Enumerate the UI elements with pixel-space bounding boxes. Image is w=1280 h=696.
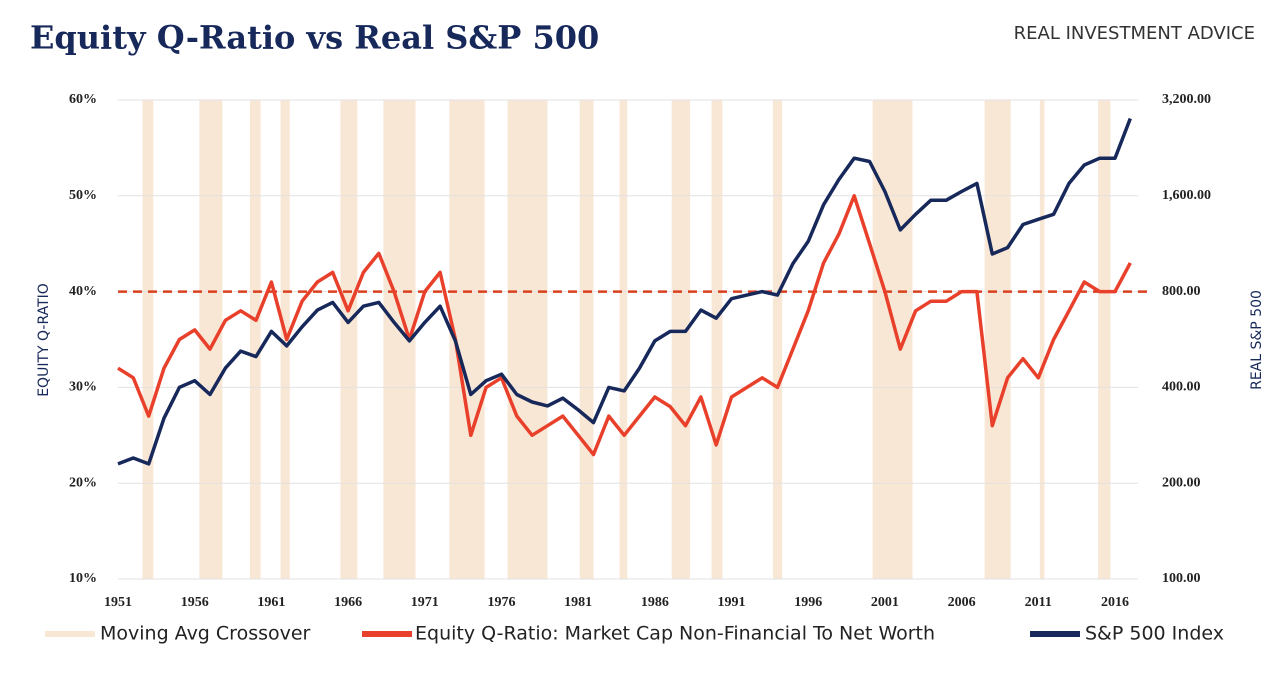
band [340,100,358,579]
x-tick-label: 1981 [564,595,592,610]
y-tick-label: 50% [69,188,97,203]
x-tick-label: 1971 [411,595,439,610]
chart-title: Equity Q-Ratio vs Real S&P 500 [30,19,599,57]
y2-axis-label: REAL S&P 500 [1249,290,1265,390]
band [772,100,783,579]
band [872,100,913,579]
x-tick-label: 1991 [718,595,746,610]
series-line [117,117,1132,466]
band [1039,100,1045,579]
band [619,100,628,579]
x-tick-label: 2016 [1101,595,1129,610]
y2-tick-label: 100.00 [1162,571,1201,586]
y-tick-label: 60% [69,92,97,107]
x-tick-label: 1961 [257,595,285,610]
x-tick-label: 1966 [334,595,362,610]
y-tick-label: 20% [69,475,97,490]
legend-swatch [1030,631,1080,637]
x-tick-label: 2001 [871,595,899,610]
x-tick-label: 2006 [948,595,976,610]
band [984,100,1011,579]
y2-tick-label: 400.00 [1162,380,1201,395]
y2-tick-label: 800.00 [1162,284,1201,299]
band [507,100,548,579]
band [249,100,261,579]
x-tick-label: 1976 [487,595,515,610]
band [711,100,723,579]
y2-tick-label: 200.00 [1162,475,1201,490]
x-tick-label: 1956 [181,595,209,610]
band [671,100,691,579]
y2-tick-label: 3,200.00 [1162,92,1211,107]
y2-tick-label: 1,600.00 [1162,188,1211,203]
legend-swatch [45,631,95,637]
y-axis-label: EQUITY Q-RATIO [36,283,52,397]
brand: REAL INVESTMENT ADVICE [1014,23,1255,44]
legend-swatch [362,631,412,637]
x-tick-label: 1986 [641,595,669,610]
legend-label: S&P 500 Index [1085,623,1224,645]
legend-label: Moving Avg Crossover [100,623,311,645]
band [1098,100,1111,579]
band [199,100,223,579]
x-tick-label: 1996 [794,595,822,610]
band [142,100,154,579]
legend-label: Equity Q-Ratio: Market Cap Non-Financial… [415,623,935,645]
x-tick-label: 1951 [104,595,132,610]
band [579,100,594,579]
series-line [117,194,1132,457]
y-tick-label: 30% [69,380,97,395]
y-tick-label: 10% [69,571,97,586]
y-tick-label: 40% [69,284,97,299]
x-tick-label: 2011 [1025,595,1052,610]
